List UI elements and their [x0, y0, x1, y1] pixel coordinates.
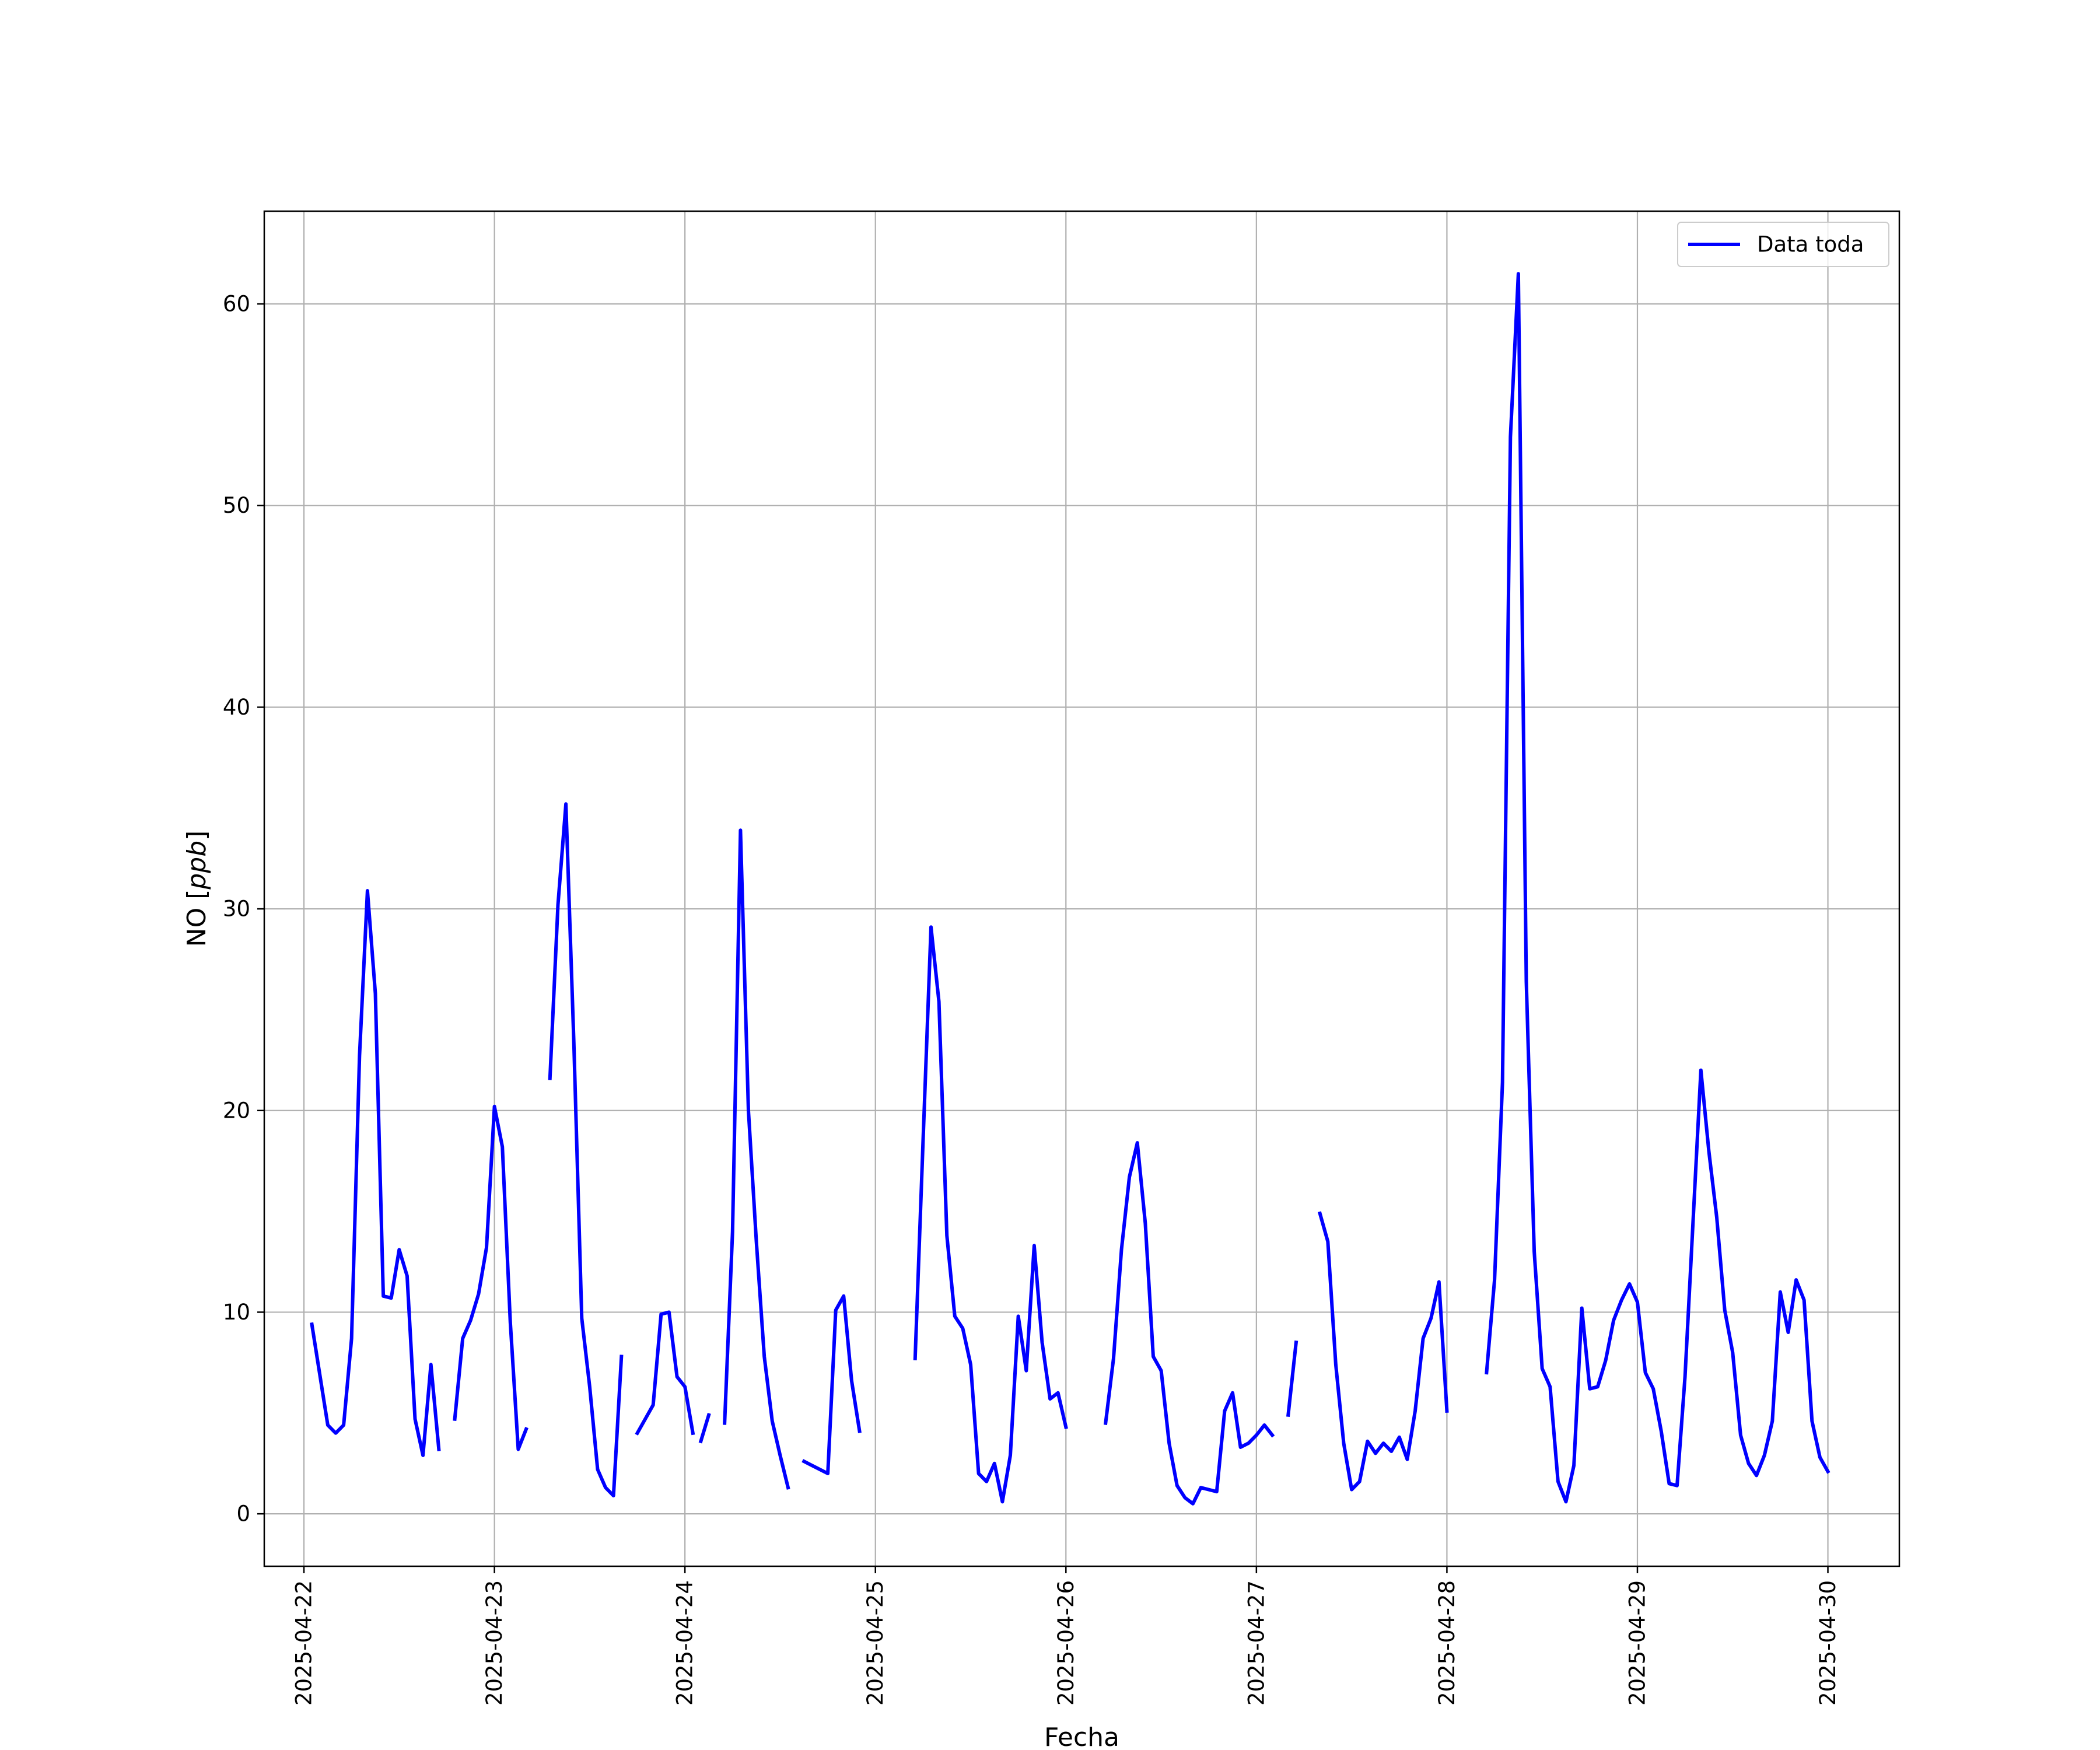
- y-tick-label: 0: [236, 1502, 250, 1527]
- x-tick-label: 2025-04-30: [1815, 1580, 1840, 1706]
- series-line-segment: [1317, 1211, 1449, 1492]
- series-line-segment: [635, 1310, 695, 1436]
- x-tick-label: 2025-04-22: [292, 1580, 317, 1706]
- series-line-segment: [698, 1412, 711, 1444]
- x-tick-label: 2025-04-28: [1434, 1580, 1460, 1706]
- y-axis-label: NO: [182, 908, 212, 947]
- y-tick-label: 30: [223, 897, 250, 922]
- y-tick-label: 20: [223, 1098, 250, 1123]
- x-tick-label: 2025-04-29: [1625, 1580, 1650, 1706]
- series-line-segment: [1103, 1141, 1275, 1506]
- y-tick-label: 50: [223, 493, 250, 518]
- x-axis-title: Fecha: [1044, 1723, 1119, 1750]
- legend: Data toda: [1677, 222, 1889, 267]
- x-tick-label: 2025-04-25: [863, 1580, 888, 1706]
- x-tick-label: 2025-04-27: [1244, 1580, 1269, 1706]
- y-tick-label: 60: [223, 292, 250, 317]
- y-axis-title: NO [ppb]: [182, 831, 212, 947]
- series-line-segment: [310, 889, 441, 1457]
- y-axis-unit-close: ]: [182, 831, 212, 841]
- legend-box: [1677, 222, 1889, 267]
- series-line-segment: [723, 828, 790, 1490]
- y-tick-label: 10: [223, 1300, 250, 1325]
- series-line-segment: [548, 802, 624, 1497]
- legend-label-data-toda: Data toda: [1757, 232, 1864, 257]
- series-line-segment: [1485, 272, 1831, 1504]
- series-line-segment: [453, 1104, 528, 1451]
- plot-frame: [263, 210, 1901, 1567]
- x-tick-label: 2025-04-26: [1054, 1580, 1079, 1706]
- y-axis-unit-open: [: [182, 890, 212, 908]
- series-line-segment: [913, 925, 1068, 1504]
- x-tick-label: 2025-04-24: [673, 1580, 698, 1706]
- series-line-segment: [802, 1294, 862, 1475]
- y-tick-label: 40: [223, 695, 250, 720]
- axis-ticks: 2025-04-22 2025-04-23 2025-04-24 2025-04-25…: [223, 292, 1840, 1706]
- series-line-segment: [1286, 1340, 1298, 1418]
- x-tick-label: 2025-04-23: [482, 1580, 507, 1706]
- data-series-data-toda: [310, 272, 1831, 1506]
- y-axis-unit: ppb: [182, 841, 212, 890]
- grid-lines: [264, 211, 1899, 1566]
